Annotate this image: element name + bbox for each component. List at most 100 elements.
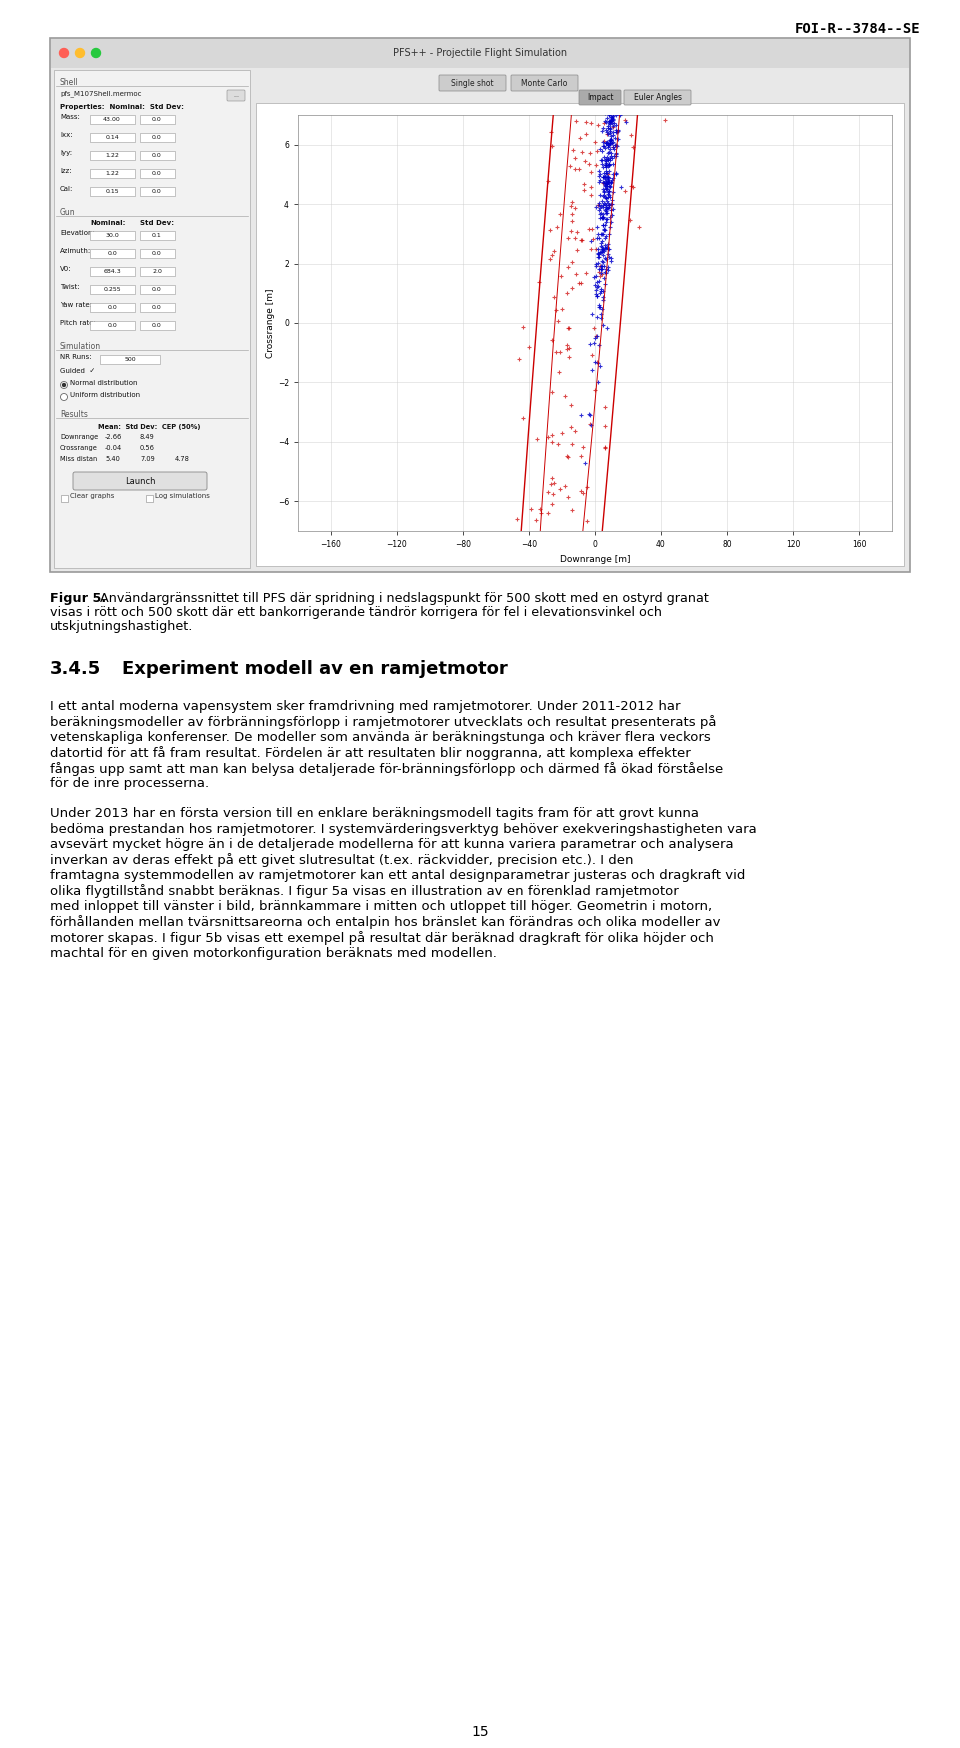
Point [605, 129, 620, 157]
Point [557, 383, 572, 411]
Point [599, 199, 614, 227]
Point [562, 334, 577, 362]
Point [593, 147, 609, 175]
Point [596, 264, 612, 292]
Point [602, 114, 617, 142]
Point [597, 238, 612, 266]
Point [609, 87, 624, 115]
Point [583, 402, 598, 430]
Point [600, 239, 615, 267]
Point [594, 231, 610, 259]
Point [608, 45, 623, 73]
Point [555, 295, 570, 323]
Point [603, 196, 618, 224]
Point [604, 103, 619, 131]
Point [587, 262, 602, 290]
Point [577, 449, 592, 477]
Text: Cal:: Cal: [60, 185, 73, 192]
Text: 4.78: 4.78 [175, 456, 190, 461]
Point [603, 107, 618, 135]
Point [595, 205, 611, 232]
Point [598, 231, 613, 259]
Point [603, 129, 618, 157]
Text: 0.0: 0.0 [152, 304, 162, 309]
Point [585, 357, 600, 385]
Point [597, 212, 612, 239]
Point [544, 428, 560, 456]
Point [611, 117, 626, 145]
Point [584, 234, 599, 262]
Text: utskjutningshastighet.: utskjutningshastighet. [50, 621, 193, 633]
Text: Figur 5.: Figur 5. [50, 593, 107, 605]
Point [605, 87, 620, 115]
Point [573, 400, 588, 428]
Text: förhållanden mellan tvärsnittsareorna och entalpin hos bränslet kan förändras oc: förhållanden mellan tvärsnittsareorna oc… [50, 916, 721, 930]
Point [588, 252, 604, 280]
Point [600, 93, 615, 121]
Point [600, 121, 615, 149]
Point [582, 150, 597, 178]
Point [583, 140, 598, 168]
Point [600, 234, 615, 262]
Point [595, 136, 611, 164]
Point [604, 75, 619, 103]
Point [602, 110, 617, 138]
Point [591, 196, 607, 224]
Point [609, 142, 624, 170]
Point [588, 194, 604, 222]
Point [559, 332, 574, 360]
Point [591, 267, 607, 295]
Point [601, 33, 616, 61]
Point [600, 189, 615, 217]
Point [598, 175, 613, 203]
Point [576, 177, 591, 205]
Text: Experiment modell av en ramjetmotor: Experiment modell av en ramjetmotor [122, 661, 508, 678]
Text: 0.14: 0.14 [106, 135, 119, 140]
Point [601, 150, 616, 178]
Point [588, 376, 603, 404]
Point [604, 124, 619, 152]
Point [609, 117, 624, 145]
Point [601, 89, 616, 117]
Point [595, 236, 611, 264]
Point [546, 238, 562, 266]
Point [596, 163, 612, 191]
Point [603, 105, 618, 133]
Point [602, 100, 617, 128]
Point [603, 138, 618, 166]
Point [601, 72, 616, 100]
Point [625, 173, 640, 201]
Point [603, 100, 618, 128]
Point [587, 313, 602, 341]
Point [605, 191, 620, 218]
Point [595, 203, 611, 231]
Text: Std Dev:: Std Dev: [140, 220, 174, 225]
Point [612, 86, 628, 114]
Point [598, 166, 613, 194]
Point [596, 170, 612, 198]
Point [540, 168, 556, 196]
Point [626, 133, 641, 161]
Point [601, 192, 616, 220]
Point [599, 129, 614, 157]
Point [583, 411, 598, 439]
Point [591, 189, 607, 217]
Text: 0.0: 0.0 [152, 323, 162, 329]
Point [589, 248, 605, 276]
Point [608, 101, 623, 129]
Point [612, 28, 627, 56]
Text: Nominal:: Nominal: [90, 220, 126, 225]
Point [561, 253, 576, 281]
Point [548, 295, 564, 323]
Point [595, 210, 611, 238]
Point [591, 290, 607, 318]
Point [554, 420, 569, 447]
Text: 1.22: 1.22 [105, 154, 119, 157]
Point [606, 133, 621, 161]
Point [594, 187, 610, 215]
Text: visas i rött och 500 skott där ett bankorrigerande tändrör korrigera för fel i e: visas i rött och 500 skott där ett banko… [50, 607, 662, 619]
Point [602, 157, 617, 185]
Point [595, 75, 611, 103]
Point [612, 0, 628, 9]
Point [610, 75, 625, 103]
